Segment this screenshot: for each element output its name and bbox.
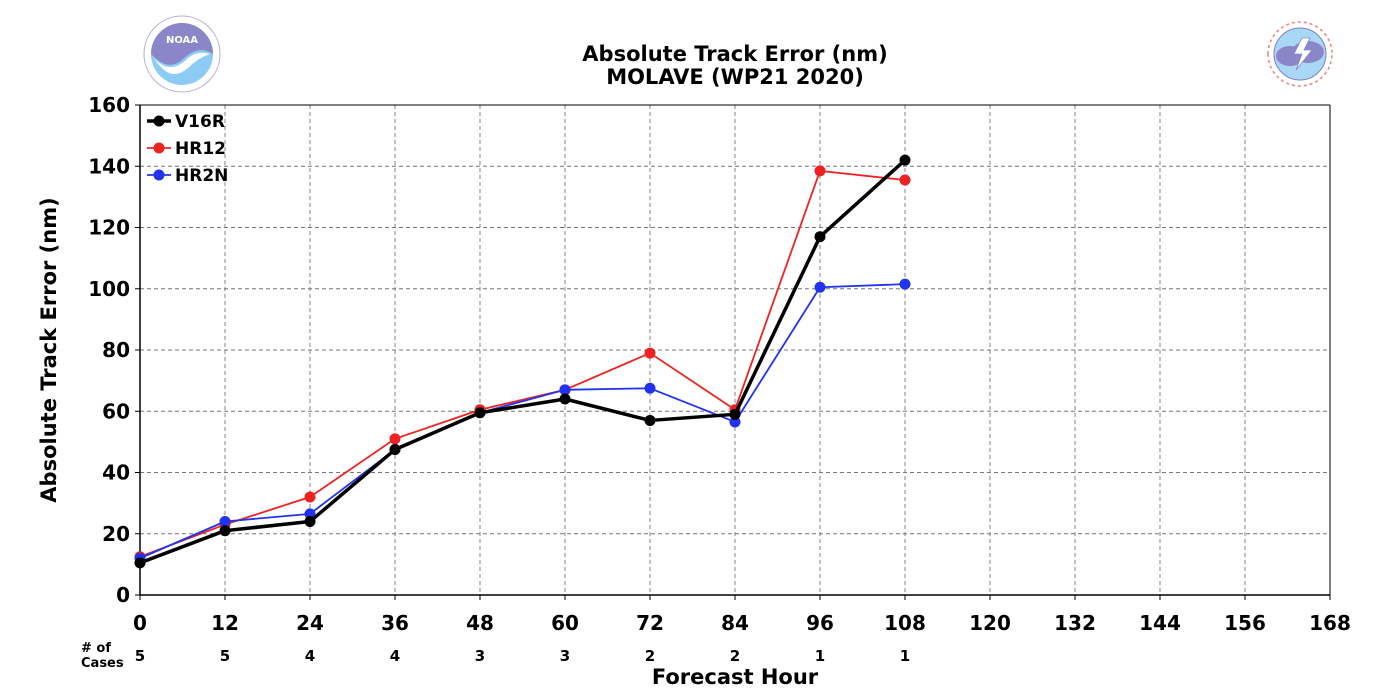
data-point-v16r [899,154,911,166]
data-point-v16r [729,408,741,420]
cases-label: Cases [81,656,124,671]
legend-label-hr12: HR12 [175,139,226,159]
y-tick-label: 60 [102,399,130,423]
data-point-v16r [134,557,146,569]
x-tick-label: 144 [1139,611,1181,635]
x-axis-label: Forecast Hour [652,665,819,689]
data-point-hr2n [644,382,656,394]
data-point-v16r [304,516,316,527]
series-line-v16r [139,158,907,565]
data-point-hr2n [899,278,911,290]
x-tick-label: 24 [296,611,324,635]
data-point-v16r [644,414,656,426]
y-tick-label: 140 [88,154,130,178]
x-tick-label: 132 [1054,611,1096,635]
cases-label: # of [81,641,111,656]
data-point-v16r [559,393,571,405]
case-count: 5 [220,647,230,665]
x-tick-label: 156 [1224,611,1266,635]
y-tick-label: 120 [88,216,130,240]
case-count: 1 [900,647,910,665]
chart-subtitle: MOLAVE (WP21 2020) [606,65,864,89]
legend-label-v16r: V16R [175,112,225,132]
noaa-logo: NOAA [143,15,221,93]
x-tick-label: 108 [884,611,926,635]
case-count: 4 [390,647,400,665]
series-line-hr12 [139,169,906,558]
chart-title: Absolute Track Error (nm) [582,42,888,66]
x-tick-label: 60 [551,611,579,635]
case-count: 4 [305,647,315,665]
data-point-v16r [219,525,231,537]
x-tick-label: 120 [969,611,1011,635]
case-count: 3 [560,647,570,665]
legend-label-hr2n: HR2N [175,166,228,186]
y-tick-label: 160 [88,93,130,117]
case-count: 3 [475,647,485,665]
data-point-hr12 [644,347,656,359]
case-count: 1 [815,647,825,665]
y-tick-label: 40 [102,461,130,485]
x-tick-label: 48 [466,611,494,635]
data-point-hr12 [814,165,826,177]
x-tick-label: 72 [636,611,664,635]
case-count: 5 [135,647,145,665]
x-tick-label: 96 [806,611,834,635]
data-point-hr2n [729,416,741,428]
x-tick-label: 12 [211,611,239,635]
y-tick-label: 100 [88,277,130,301]
data-point-v16r [389,444,401,456]
x-tick-label: 0 [133,611,147,635]
x-tick-label: 168 [1309,611,1351,635]
y-tick-label: 80 [102,338,130,362]
case-count: 2 [730,647,740,665]
legend-marker-hr12 [153,142,165,154]
data-point-hr12 [899,174,911,186]
data-point-hr12 [304,491,316,503]
nws-logo [1262,16,1338,92]
y-tick-label: 20 [102,522,130,546]
series-line-hr2n [139,283,906,560]
y-tick-label: 0 [116,583,130,607]
x-tick-label: 84 [721,611,749,635]
noaa-logo-text: NOAA [166,35,198,46]
y-axis-label: Absolute Track Error (nm) [37,197,61,502]
data-point-hr2n [304,508,316,520]
data-point-v16r [814,231,826,243]
legend-marker-hr2n [153,169,165,181]
data-point-hr12 [389,433,401,445]
data-point-hr2n [814,281,826,293]
data-point-hr2n [559,384,571,396]
case-count: 2 [645,647,655,665]
legend-marker-v16r [153,115,165,127]
x-tick-label: 36 [381,611,409,635]
data-point-v16r [474,407,486,419]
data-point-hr2n [219,516,231,527]
